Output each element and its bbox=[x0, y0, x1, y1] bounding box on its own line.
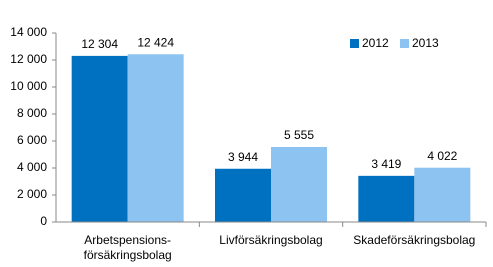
bar bbox=[414, 167, 471, 222]
y-tick-label: 0 bbox=[40, 214, 47, 228]
legend-swatch bbox=[400, 39, 409, 48]
y-tick-label: 14 000 bbox=[10, 25, 47, 39]
bar bbox=[215, 168, 271, 222]
legend-swatch bbox=[350, 39, 359, 48]
x-tick-label: Arbetspensions-försäkringsbolag bbox=[84, 233, 172, 262]
value-label: 3 944 bbox=[228, 150, 258, 164]
bar bbox=[127, 54, 184, 222]
value-label: 5 555 bbox=[284, 128, 314, 142]
x-tick-label: Livförsäkringsbolag bbox=[219, 233, 322, 247]
legend-label: 2013 bbox=[412, 36, 439, 50]
value-label: 12 424 bbox=[137, 35, 174, 49]
value-label: 4 022 bbox=[427, 149, 457, 163]
y-tick-label: 4 000 bbox=[17, 160, 47, 174]
legend-label: 2012 bbox=[362, 36, 389, 50]
value-label: 3 419 bbox=[371, 157, 401, 171]
value-label: 12 304 bbox=[81, 37, 118, 51]
y-tick-label: 10 000 bbox=[10, 79, 47, 93]
y-tick-label: 8 000 bbox=[17, 106, 47, 120]
x-tick-label: Skadeförsäkringsbolag bbox=[353, 233, 475, 247]
bar bbox=[71, 55, 128, 223]
y-tick-label: 12 000 bbox=[10, 52, 47, 66]
y-tick-label: 6 000 bbox=[17, 133, 47, 147]
bar bbox=[271, 147, 327, 222]
bar bbox=[358, 175, 415, 222]
y-tick-label: 2 000 bbox=[17, 187, 47, 201]
